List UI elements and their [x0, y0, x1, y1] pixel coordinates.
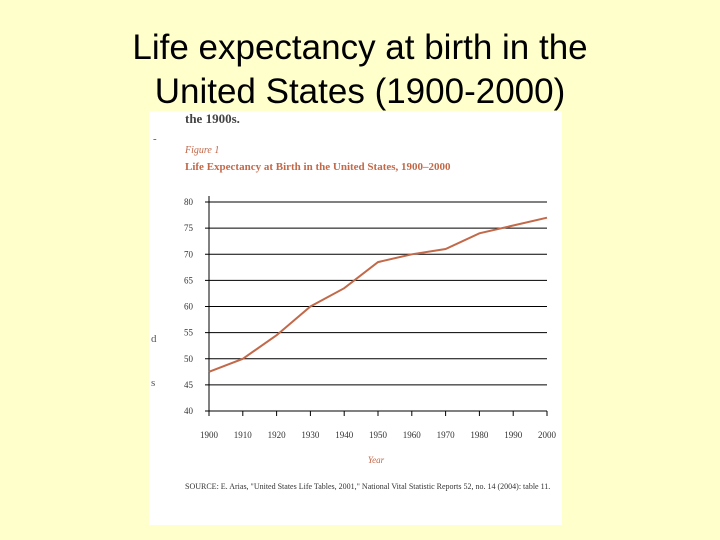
source-note: SOURCE: E. Arias, "United States Life Ta… — [185, 482, 551, 491]
y-tick-label: 50 — [184, 354, 194, 364]
x-tick-label: 1970 — [437, 430, 456, 440]
x-tick-label: 1930 — [301, 430, 320, 440]
text-fragment: the 1900s. — [185, 111, 240, 126]
y-tick-label: 45 — [184, 380, 194, 390]
margin-mark: - — [153, 133, 157, 145]
x-tick-label: 1900 — [200, 430, 219, 440]
y-tick-label: 65 — [184, 275, 194, 285]
chart-title: Life Expectancy at Birth in the United S… — [185, 161, 451, 173]
scanned-figure: the 1900s. Figure 1 Life Expectancy at B… — [149, 111, 562, 525]
x-tick-label: 2000 — [538, 430, 557, 440]
y-tick-label: 40 — [184, 406, 194, 416]
x-tick-label: 1940 — [335, 430, 354, 440]
slide-title: Life expectancy at birth in the United S… — [0, 26, 720, 114]
x-axis-label: Year — [368, 455, 385, 465]
x-tick-label: 1950 — [369, 430, 388, 440]
series-line — [208, 216, 548, 373]
x-tick-label: 1990 — [504, 430, 523, 440]
y-tick-label: 80 — [184, 197, 194, 207]
slide-title-line-2: United States (1900-2000) — [154, 72, 566, 111]
x-tick-label: 1960 — [403, 430, 422, 440]
y-tick-label: 60 — [184, 302, 194, 312]
x-tick-label: 1920 — [268, 430, 287, 440]
x-tick-label: 1980 — [470, 430, 489, 440]
y-tick-label: 75 — [184, 223, 194, 233]
line-chart: 40 45 50 55 60 65 70 75 80 1900 1910 1920 1930 1940 19… — [184, 196, 557, 465]
x-tick-label: 1910 — [234, 430, 253, 440]
y-tick-label: 55 — [184, 328, 194, 338]
margin-mark: s — [151, 377, 156, 389]
figure-label: Figure 1 — [185, 145, 220, 156]
margin-mark: d — [151, 333, 157, 345]
slide-title-line-1: Life expectancy at birth in the — [132, 28, 588, 67]
y-tick-label: 70 — [184, 249, 194, 259]
